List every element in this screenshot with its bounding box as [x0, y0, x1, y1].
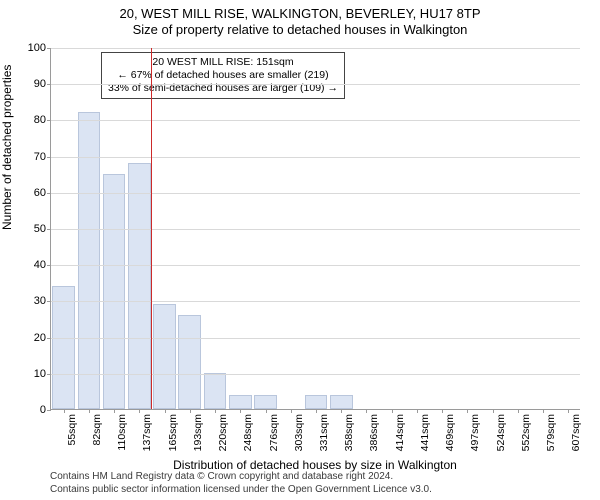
annotation-line-1: 20 WEST MILL RISE: 151sqm [108, 56, 338, 69]
bar [254, 395, 277, 409]
chart-subtitle: Size of property relative to detached ho… [0, 22, 600, 37]
gridline [51, 374, 580, 375]
annotation-line-2: ← 67% of detached houses are smaller (21… [108, 69, 338, 82]
x-tick-label: 110sqm [116, 409, 128, 451]
footer-line-2: Contains public sector information licen… [50, 484, 432, 497]
x-axis-label: Distribution of detached houses by size … [50, 458, 580, 472]
gridline [51, 301, 580, 302]
x-tick-label: 82sqm [91, 409, 103, 446]
x-tick-label: 248sqm [242, 409, 254, 451]
bar [178, 315, 201, 409]
y-axis-label: Number of detached properties [0, 65, 14, 230]
y-tick-label: 40 [34, 259, 51, 271]
y-tick-label: 60 [34, 187, 51, 199]
gridline [51, 193, 580, 194]
gridline [51, 265, 580, 266]
gridline [51, 229, 580, 230]
x-tick-label: 55sqm [66, 409, 78, 446]
y-tick-label: 90 [34, 78, 51, 90]
x-tick-label: 607sqm [570, 409, 582, 451]
x-tick-label: 220sqm [217, 409, 229, 451]
x-tick-label: 469sqm [444, 409, 456, 451]
y-tick-label: 70 [34, 151, 51, 163]
bar [330, 395, 353, 409]
bar [52, 286, 75, 409]
footer-line-1: Contains HM Land Registry data © Crown c… [50, 471, 432, 484]
gridline [51, 120, 580, 121]
y-tick-label: 30 [34, 295, 51, 307]
x-tick-label: 331sqm [318, 409, 330, 451]
y-tick-label: 80 [34, 114, 51, 126]
x-tick-label: 414sqm [394, 409, 406, 451]
chart-title: 20, WEST MILL RISE, WALKINGTON, BEVERLEY… [0, 6, 600, 21]
y-tick-label: 50 [34, 223, 51, 235]
bar [229, 395, 252, 409]
y-tick-label: 100 [28, 42, 51, 54]
x-tick-label: 579sqm [545, 409, 557, 451]
x-tick-label: 552sqm [520, 409, 532, 451]
x-tick-label: 303sqm [293, 409, 305, 451]
x-tick-label: 358sqm [343, 409, 355, 451]
bar [305, 395, 328, 409]
attribution-footer: Contains HM Land Registry data © Crown c… [50, 471, 432, 496]
x-tick-label: 386sqm [368, 409, 380, 451]
reference-line [151, 48, 152, 409]
x-tick-label: 193sqm [192, 409, 204, 451]
chart-container: 20, WEST MILL RISE, WALKINGTON, BEVERLEY… [0, 0, 600, 500]
x-tick-label: 524sqm [495, 409, 507, 451]
gridline [51, 157, 580, 158]
bar [128, 163, 151, 409]
y-tick-label: 20 [34, 332, 51, 344]
x-tick-label: 137sqm [141, 409, 153, 451]
bar [204, 373, 227, 409]
title-block: 20, WEST MILL RISE, WALKINGTON, BEVERLEY… [0, 0, 600, 37]
x-axis-label-wrap: Distribution of detached houses by size … [50, 456, 580, 472]
gridline [51, 84, 580, 85]
gridline [51, 48, 580, 49]
x-tick-label: 497sqm [469, 409, 481, 451]
plot-area: 20 WEST MILL RISE: 151sqm ← 67% of detac… [50, 48, 580, 410]
annotation-box: 20 WEST MILL RISE: 151sqm ← 67% of detac… [101, 52, 345, 99]
y-tick-label: 10 [34, 368, 51, 380]
x-tick-label: 165sqm [167, 409, 179, 451]
x-tick-label: 441sqm [419, 409, 431, 451]
y-tick-label: 0 [40, 404, 51, 416]
bar [153, 304, 176, 409]
gridline [51, 338, 580, 339]
x-tick-label: 276sqm [268, 409, 280, 451]
